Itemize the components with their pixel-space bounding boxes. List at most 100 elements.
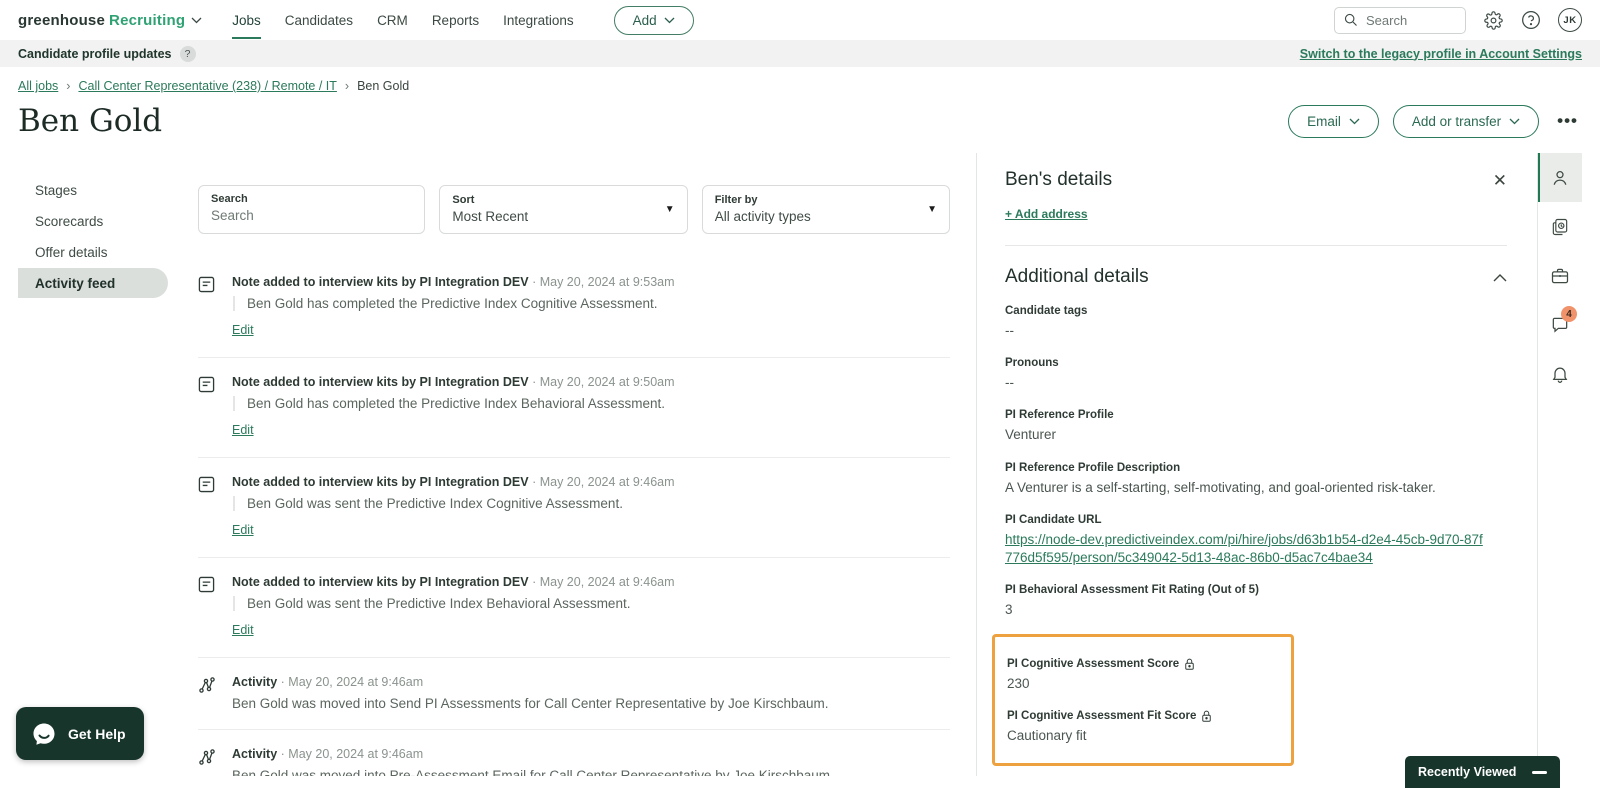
filter-by-label: Filter by — [714, 194, 758, 206]
note-body: Ben Gold was sent the Predictive Index C… — [233, 496, 675, 511]
get-help-button[interactable]: Get Help — [16, 707, 144, 760]
activity-feed-list: Note added to interview kits by PI Integ… — [198, 258, 950, 776]
legacy-profile-link[interactable]: Switch to the legacy profile in Account … — [1299, 46, 1582, 61]
caret-down-icon: ▼ — [927, 203, 937, 215]
pi-candidate-url-link[interactable]: https://node-dev.predictiveindex.com/pi/… — [1005, 531, 1483, 566]
bell-icon — [1552, 367, 1568, 383]
settings-gear-icon[interactable] — [1482, 9, 1504, 31]
sort-label: Sort — [452, 194, 475, 206]
sort-value: Most Recent — [452, 209, 529, 224]
main-nav: Jobs Candidates CRM Reports Integrations — [232, 2, 574, 39]
breadcrumb-job[interactable]: Call Center Representative (238) / Remot… — [78, 79, 337, 93]
candidate-sidebar: Stages Scorecards Offer details Activity… — [18, 153, 168, 776]
sidebar-item-offer-details[interactable]: Offer details — [35, 244, 108, 260]
activity-icon — [198, 747, 216, 776]
chat-icon — [1552, 317, 1568, 333]
breadcrumb-separator: › — [344, 79, 350, 93]
nav-item-jobs[interactable]: Jobs — [232, 2, 261, 39]
nav-item-crm[interactable]: CRM — [377, 12, 408, 28]
edit-note-link[interactable]: Edit — [232, 523, 254, 537]
activity-body: Ben Gold was moved into Pre-Assessment E… — [232, 768, 834, 776]
activity-feed-main: Search Sort Most Recent ▼ Filter by All … — [168, 153, 977, 776]
sidebar-item-activity-feed[interactable]: Activity feed — [18, 268, 168, 298]
briefcase-icon — [1551, 268, 1569, 283]
top-nav: greenhouse Recruiting Jobs Candidates CR… — [0, 0, 1600, 40]
notifications-rail-button[interactable] — [1538, 349, 1582, 398]
note-body: Ben Gold was sent the Predictive Index B… — [233, 596, 675, 611]
timestamp: May 20, 2024 at 9:46am — [539, 575, 675, 589]
filter-by-value: All activity types — [714, 209, 811, 224]
edit-note-link[interactable]: Edit — [232, 623, 254, 637]
detail-field-pi-reference-profile: PI Reference Profile Venturer — [1005, 409, 1114, 443]
feed-item-activity: Activity · May 20, 2024 at 9:46am Ben Go… — [198, 730, 950, 776]
user-avatar[interactable]: JK — [1558, 8, 1582, 32]
detail-field-pi-cognitive-score: PI Cognitive Assessment Score 230 — [1007, 658, 1277, 693]
chevron-up-icon[interactable] — [1493, 273, 1507, 282]
note-icon — [198, 275, 216, 339]
feed-search-field[interactable]: Search — [198, 185, 426, 234]
lock-icon — [1202, 710, 1212, 722]
documents-rail-button[interactable] — [1538, 202, 1582, 251]
detail-field-pronouns: Pronouns -- — [1005, 357, 1059, 391]
global-search-input[interactable] — [1366, 12, 1456, 28]
search-icon — [1344, 13, 1357, 26]
note-icon — [198, 375, 216, 439]
messages-rail-button[interactable]: 4 — [1538, 300, 1582, 349]
nav-item-candidates[interactable]: Candidates — [284, 12, 354, 28]
edit-note-link[interactable]: Edit — [232, 323, 254, 337]
logo-greenhouse: greenhouse — [18, 11, 106, 29]
documents-icon — [1552, 218, 1568, 235]
candidate-details-rail-button[interactable] — [1538, 153, 1582, 202]
add-or-transfer-button[interactable]: Add or transfer — [1392, 104, 1540, 138]
detail-field-candidate-tags: Candidate tags -- — [1005, 305, 1088, 338]
sidebar-item-stages[interactable]: Stages — [35, 182, 78, 198]
sidebar-item-scorecards[interactable]: Scorecards — [35, 213, 104, 229]
chevron-down-icon — [664, 17, 675, 23]
candidate-details-panel: Ben's details ✕ + Add address Additional… — [977, 153, 1537, 776]
filter-by-dropdown[interactable]: Filter by All activity types ▼ — [701, 185, 950, 234]
timestamp: May 20, 2024 at 9:46am — [539, 475, 675, 489]
chevron-down-icon — [191, 17, 202, 24]
chevron-down-icon — [1349, 118, 1360, 124]
recently-viewed-bar[interactable]: Recently Viewed — [1405, 756, 1560, 788]
banner-help-icon[interactable]: ? — [179, 45, 196, 62]
activity-body: Ben Gold was moved into Send PI Assessme… — [232, 696, 829, 711]
logo-recruiting: Recruiting — [109, 11, 186, 29]
nav-item-reports[interactable]: Reports — [431, 12, 480, 28]
note-icon — [198, 475, 216, 539]
detail-field-pi-cognitive-fit-score: PI Cognitive Assessment Fit Score Cautio… — [1007, 710, 1277, 745]
timestamp: May 20, 2024 at 9:46am — [288, 675, 424, 689]
feed-item-note: Note added to interview kits by PI Integ… — [198, 558, 950, 658]
messages-badge: 4 — [1561, 306, 1577, 322]
minimize-icon[interactable] — [1532, 770, 1547, 774]
breadcrumb-separator: › — [66, 79, 71, 93]
detail-field-pi-candidate-url: PI Candidate URL https://node-dev.predic… — [1005, 514, 1507, 567]
close-icon[interactable]: ✕ — [1492, 170, 1507, 190]
edit-note-link[interactable]: Edit — [232, 423, 254, 437]
breadcrumb-current: Ben Gold — [357, 79, 410, 93]
feed-item-note: Note added to interview kits by PI Integ… — [198, 458, 950, 558]
lock-icon — [1185, 658, 1194, 670]
right-icon-rail: 4 — [1537, 153, 1582, 776]
add-button[interactable]: Add — [613, 5, 694, 35]
page-title: Ben Gold — [18, 103, 163, 139]
note-icon — [198, 575, 216, 639]
candidate-profile-updates-banner: Candidate profile updates ? Switch to th… — [0, 40, 1600, 67]
global-search[interactable] — [1334, 6, 1466, 34]
feed-search-label: Search — [211, 193, 248, 205]
more-options-button[interactable]: ••• — [1557, 111, 1578, 130]
breadcrumb-all-jobs[interactable]: All jobs — [18, 79, 59, 93]
jobs-rail-button[interactable] — [1538, 251, 1582, 300]
caret-down-icon: ▼ — [664, 203, 675, 215]
feed-item-note: Note added to interview kits by PI Integ… — [198, 358, 950, 458]
greenhouse-logo[interactable]: greenhouse Recruiting — [18, 12, 202, 29]
nav-item-integrations[interactable]: Integrations — [503, 12, 574, 28]
add-address-link[interactable]: + Add address — [1005, 207, 1088, 221]
additional-details-title: Additional details — [1005, 266, 1149, 287]
sort-dropdown[interactable]: Sort Most Recent ▼ — [439, 185, 688, 234]
email-button[interactable]: Email — [1288, 104, 1379, 138]
breadcrumb: All jobs › Call Center Representative (2… — [18, 79, 1582, 93]
help-icon[interactable] — [1520, 9, 1542, 31]
person-icon — [1553, 170, 1567, 185]
feed-search-input[interactable] — [211, 208, 413, 223]
